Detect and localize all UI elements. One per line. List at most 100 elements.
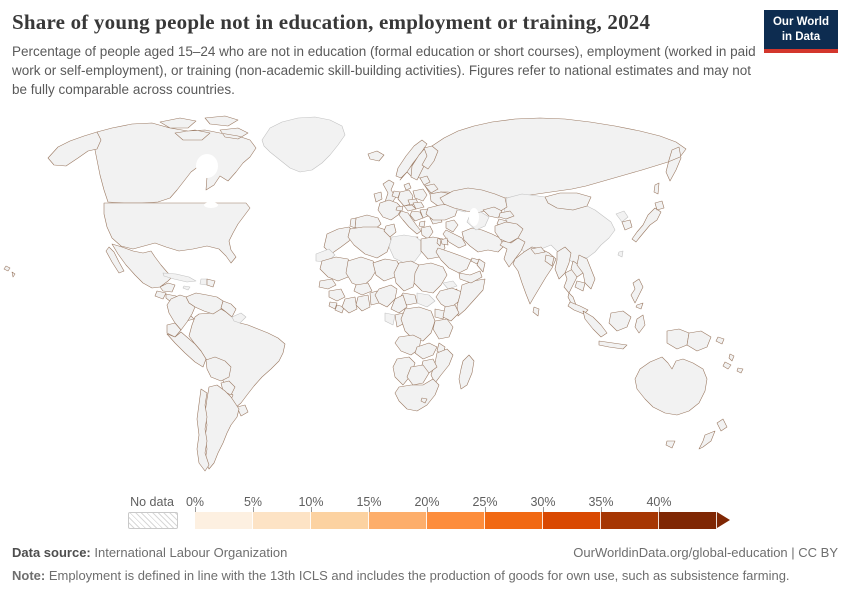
country-denmark[interactable]	[403, 182, 412, 191]
country-mali[interactable]	[345, 256, 378, 288]
country-ireland[interactable]	[373, 191, 383, 203]
country-burkina-faso[interactable]	[353, 282, 373, 296]
country-bangladesh[interactable]	[544, 254, 555, 267]
country-iraq[interactable]	[442, 229, 467, 249]
country-colombia[interactable]	[166, 294, 196, 331]
country-guinea[interactable]	[328, 288, 346, 302]
country-namibia[interactable]	[392, 356, 416, 386]
country-angola[interactable]	[394, 334, 422, 356]
country-libya[interactable]	[388, 234, 422, 264]
country-kyrgyzstan[interactable]	[498, 210, 515, 220]
country-suriname[interactable]	[231, 312, 247, 324]
country-japan[interactable]	[631, 200, 665, 243]
country-solomon-islands[interactable]	[715, 336, 725, 345]
country-belarus[interactable]	[424, 183, 439, 194]
country-iceland[interactable]	[367, 150, 385, 162]
country-united-states[interactable]	[3, 131, 251, 278]
country-iran[interactable]	[461, 227, 505, 253]
country-bolivia[interactable]	[205, 356, 232, 382]
country-zambia[interactable]	[414, 342, 438, 360]
country-new-caledonia[interactable]	[722, 361, 732, 370]
country-greece[interactable]	[420, 225, 434, 240]
country-russia[interactable]	[399, 117, 687, 199]
country-chile[interactable]	[196, 388, 210, 472]
country-india[interactable]	[512, 246, 557, 305]
country-syria[interactable]	[445, 219, 459, 233]
country-netherlands-belgium[interactable]	[391, 190, 401, 199]
legend-bin-35-40[interactable]	[601, 512, 659, 529]
country-kazakhstan[interactable]	[439, 187, 508, 214]
country-kenya[interactable]	[442, 304, 460, 322]
country-cuba[interactable]	[162, 272, 197, 283]
country-saudi-arabia[interactable]	[435, 247, 472, 274]
legend-bin-15-20[interactable]	[369, 512, 427, 529]
country-sri-lanka[interactable]	[532, 306, 540, 317]
country-canada[interactable]	[93, 115, 257, 204]
country-gabon[interactable]	[384, 312, 396, 326]
country-australia[interactable]	[634, 356, 708, 449]
country-jamaica[interactable]	[182, 285, 191, 291]
country-eritrea[interactable]	[442, 280, 458, 290]
country-mongolia[interactable]	[544, 192, 592, 211]
country-ghana[interactable]	[355, 294, 371, 312]
country-tunisia[interactable]	[383, 223, 397, 238]
legend-bin-40-plus[interactable]	[659, 512, 717, 529]
country-ecuador[interactable]	[166, 322, 182, 338]
country-nepal[interactable]	[530, 246, 546, 255]
country-sierra-leone[interactable]	[328, 301, 338, 310]
country-somalia[interactable]	[456, 278, 486, 317]
owid-url-link[interactable]: OurWorldinData.org/global-education | CC…	[573, 545, 838, 560]
country-north-korea[interactable]	[615, 210, 629, 223]
country-finland[interactable]	[421, 145, 439, 170]
country-peru[interactable]	[166, 331, 207, 368]
country-haiti[interactable]	[199, 278, 208, 286]
country-turkey[interactable]	[425, 203, 459, 221]
country-vietnam[interactable]	[576, 254, 596, 290]
country-france[interactable]	[377, 199, 403, 221]
country-united-arab-emirates[interactable]	[470, 257, 480, 265]
country-yemen[interactable]	[458, 270, 483, 284]
country-uruguay[interactable]	[236, 404, 249, 417]
country-portugal[interactable]	[349, 217, 357, 229]
country-morocco[interactable]	[323, 226, 355, 255]
country-south-korea[interactable]	[621, 219, 633, 231]
country-south-sudan[interactable]	[416, 292, 436, 308]
country-fiji[interactable]	[736, 367, 744, 374]
legend-bin-5-10[interactable]	[253, 512, 311, 529]
country-madagascar[interactable]	[458, 354, 475, 390]
country-uganda[interactable]	[434, 308, 446, 320]
country-israel[interactable]	[436, 237, 442, 247]
country-dr-congo[interactable]	[400, 306, 436, 342]
legend-bin-20-25[interactable]	[427, 512, 485, 529]
country-new-zealand[interactable]	[698, 418, 728, 450]
country-guatemala[interactable]	[154, 290, 167, 300]
country-tanzania[interactable]	[432, 318, 454, 340]
country-mexico[interactable]	[105, 243, 176, 293]
country-algeria[interactable]	[347, 226, 392, 259]
country-poland[interactable]	[412, 188, 428, 202]
country-mauritania[interactable]	[319, 256, 353, 282]
legend-bin-25-30[interactable]	[485, 512, 543, 529]
legend-bin-0-5[interactable]	[195, 512, 253, 529]
legend-bin-30-35[interactable]	[543, 512, 601, 529]
country-albania[interactable]	[418, 220, 426, 228]
country-senegal[interactable]	[318, 278, 337, 290]
country-switzerland[interactable]	[395, 205, 404, 212]
country-chad[interactable]	[393, 260, 420, 292]
country-sudan[interactable]	[413, 262, 448, 294]
country-dominican-republic[interactable]	[206, 278, 216, 288]
country-cambodia[interactable]	[574, 280, 586, 292]
country-south-africa[interactable]	[394, 378, 440, 412]
country-nigeria[interactable]	[374, 284, 398, 308]
country-greenland[interactable]	[261, 116, 346, 173]
legend-bin-10-15[interactable]	[311, 512, 369, 529]
country-philippines[interactable]	[630, 278, 644, 310]
country-cameroon[interactable]	[390, 294, 408, 314]
country-hungary[interactable]	[412, 201, 425, 210]
country-argentina[interactable]	[204, 384, 240, 470]
country-ivory-coast[interactable]	[341, 296, 358, 314]
country-baltic-states[interactable]	[419, 175, 431, 186]
country-botswana[interactable]	[406, 364, 430, 386]
country-papua-new-guinea[interactable]	[686, 330, 712, 352]
country-taiwan[interactable]	[617, 250, 624, 258]
